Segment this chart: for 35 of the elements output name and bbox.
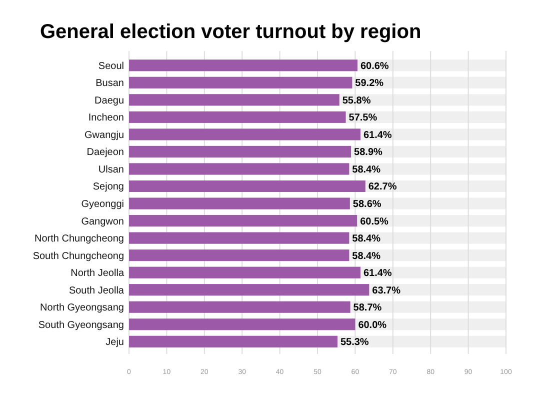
data-label: 58.9% [354,147,383,158]
y-tick-label: Jeju [106,337,124,348]
data-label: 61.4% [363,130,392,141]
y-tick-label: Busan [96,78,124,90]
data-label: 57.5% [348,112,378,124]
y-tick-label: Incheon [88,112,124,124]
data-label: 63.7% [372,285,401,296]
data-label: 60.6% [360,60,389,72]
y-tick-label: Ulsan [98,164,124,176]
data-label: 58.6% [352,199,382,210]
y-tick-label: Daejeon [86,147,124,158]
data-label: 58.4% [352,234,381,245]
data-label: 62.7% [368,182,397,193]
y-tick-label: Seoul [98,60,124,72]
data-label: 59.2% [355,78,384,90]
y-tick-label: Gwangju [84,130,124,141]
y-tick-label: Sejong [92,182,124,193]
data-label: 60.0% [358,320,387,331]
data-label: 60.5% [360,216,389,228]
chart-title: General election voter turnout by region [40,21,422,43]
data-label: 58.4% [352,164,381,176]
data-label: 58.4% [352,250,381,262]
data-label: 58.7% [353,302,382,314]
y-tick-label: South Gyeongsang [38,320,124,331]
y-tick-label: North Gyeongsang [40,302,124,314]
data-label: 55.8% [342,95,371,106]
y-tick-label: North Jeolla [70,268,124,280]
y-tick-label: South Jeolla [68,285,124,296]
y-tick-label: South Chungcheong [32,250,124,262]
data-label: 55.3% [340,337,369,348]
y-tick-label: Gyeonggi [81,199,124,210]
data-label: 61.4% [363,268,392,280]
y-tick-label: North Chungcheong [34,234,124,245]
y-tick-label: Gangwon [81,216,124,228]
y-tick-label: Daegu [94,95,124,106]
